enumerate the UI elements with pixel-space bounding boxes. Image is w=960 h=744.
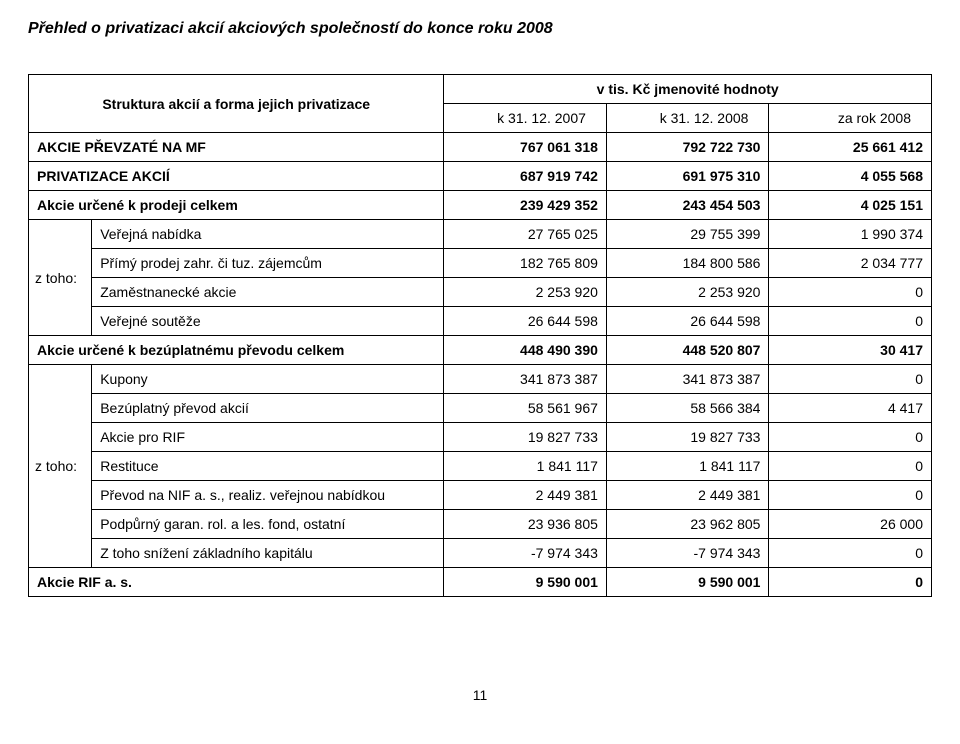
row-label: Restituce [92, 452, 444, 481]
table-row: Bezúplatný převod akcií 58 561 967 58 56… [29, 394, 932, 423]
table-row: Podpůrný garan. rol. a les. fond, ostatn… [29, 510, 932, 539]
row-value: 4 025 151 [769, 191, 932, 220]
row-value: 691 975 310 [606, 162, 769, 191]
header-row-label: Struktura akcií a forma jejich privatiza… [29, 75, 444, 133]
header-col3: za rok 2008 [769, 104, 932, 133]
row-value: 0 [769, 307, 932, 336]
row-value: 0 [769, 539, 932, 568]
table-row: Z toho snížení základního kapitálu -7 97… [29, 539, 932, 568]
row-label: Z toho snížení základního kapitálu [92, 539, 444, 568]
row-value: -7 974 343 [444, 539, 607, 568]
row-label: AKCIE PŘEVZATÉ NA MF [29, 133, 444, 162]
row-value: 30 417 [769, 336, 932, 365]
row-label: Akcie určené k bezúplatnému převodu celk… [29, 336, 444, 365]
page-number: 11 [28, 687, 932, 703]
table-row: Zaměstnanecké akcie 2 253 920 2 253 920 … [29, 278, 932, 307]
row-label: Akcie určené k prodeji celkem [29, 191, 444, 220]
row-value: 9 590 001 [444, 568, 607, 597]
table-row: Akcie určené k prodeji celkem 239 429 35… [29, 191, 932, 220]
table-header-row: Struktura akcií a forma jejich privatiza… [29, 75, 932, 104]
table-row: z toho: Kupony 341 873 387 341 873 387 0 [29, 365, 932, 394]
row-value: 687 919 742 [444, 162, 607, 191]
table-row: Akcie RIF a. s. 9 590 001 9 590 001 0 [29, 568, 932, 597]
row-value: 25 661 412 [769, 133, 932, 162]
row-value: 182 765 809 [444, 249, 607, 278]
row-value: 29 755 399 [606, 220, 769, 249]
row-value: 239 429 352 [444, 191, 607, 220]
privatization-table: Struktura akcií a forma jejich privatiza… [28, 74, 932, 597]
group-label: z toho: [29, 365, 92, 568]
row-value: 0 [769, 423, 932, 452]
row-value: 4 055 568 [769, 162, 932, 191]
row-value: 27 765 025 [444, 220, 607, 249]
row-value: 1 841 117 [606, 452, 769, 481]
row-value: 2 449 381 [444, 481, 607, 510]
row-label: PRIVATIZACE AKCIÍ [29, 162, 444, 191]
table-row: Přímý prodej zahr. či tuz. zájemcům 182 … [29, 249, 932, 278]
row-value: 341 873 387 [444, 365, 607, 394]
row-value: 448 520 807 [606, 336, 769, 365]
row-label: Přímý prodej zahr. či tuz. zájemcům [92, 249, 444, 278]
table-row: Převod na NIF a. s., realiz. veřejnou na… [29, 481, 932, 510]
row-value: 2 253 920 [444, 278, 607, 307]
table-row: Akcie pro RIF 19 827 733 19 827 733 0 [29, 423, 932, 452]
row-value: 2 034 777 [769, 249, 932, 278]
row-value: 9 590 001 [606, 568, 769, 597]
row-value: 767 061 318 [444, 133, 607, 162]
row-label: Akcie pro RIF [92, 423, 444, 452]
row-value: 23 936 805 [444, 510, 607, 539]
header-col2: k 31. 12. 2008 [606, 104, 769, 133]
page-title: Přehled o privatizaci akcií akciových sp… [28, 20, 932, 38]
row-label: Podpůrný garan. rol. a les. fond, ostatn… [92, 510, 444, 539]
row-value: 58 566 384 [606, 394, 769, 423]
row-value: 26 644 598 [606, 307, 769, 336]
row-value: 448 490 390 [444, 336, 607, 365]
row-value: 0 [769, 452, 932, 481]
row-value: -7 974 343 [606, 539, 769, 568]
row-value: 19 827 733 [444, 423, 607, 452]
row-label: Akcie RIF a. s. [29, 568, 444, 597]
row-value: 23 962 805 [606, 510, 769, 539]
header-col1: k 31. 12. 2007 [444, 104, 607, 133]
row-label: Převod na NIF a. s., realiz. veřejnou na… [92, 481, 444, 510]
table-row: Restituce 1 841 117 1 841 117 0 [29, 452, 932, 481]
row-value: 792 722 730 [606, 133, 769, 162]
row-value: 1 990 374 [769, 220, 932, 249]
row-label: Kupony [92, 365, 444, 394]
row-value: 184 800 586 [606, 249, 769, 278]
row-value: 26 644 598 [444, 307, 607, 336]
row-value: 243 454 503 [606, 191, 769, 220]
row-value: 341 873 387 [606, 365, 769, 394]
row-value: 2 449 381 [606, 481, 769, 510]
row-label: Zaměstnanecké akcie [92, 278, 444, 307]
table-row: PRIVATIZACE AKCIÍ 687 919 742 691 975 31… [29, 162, 932, 191]
table-row: z toho: Veřejná nabídka 27 765 025 29 75… [29, 220, 932, 249]
row-value: 4 417 [769, 394, 932, 423]
header-super: v tis. Kč jmenovité hodnoty [444, 75, 932, 104]
row-value: 0 [769, 365, 932, 394]
row-value: 0 [769, 481, 932, 510]
table-row: Veřejné soutěže 26 644 598 26 644 598 0 [29, 307, 932, 336]
row-value: 58 561 967 [444, 394, 607, 423]
row-label: Veřejná nabídka [92, 220, 444, 249]
table-row: AKCIE PŘEVZATÉ NA MF 767 061 318 792 722… [29, 133, 932, 162]
row-value: 0 [769, 278, 932, 307]
row-label: Bezúplatný převod akcií [92, 394, 444, 423]
row-value: 1 841 117 [444, 452, 607, 481]
row-value: 2 253 920 [606, 278, 769, 307]
group-label: z toho: [29, 220, 92, 336]
row-value: 19 827 733 [606, 423, 769, 452]
row-value: 0 [769, 568, 932, 597]
row-label: Veřejné soutěže [92, 307, 444, 336]
table-row: Akcie určené k bezúplatnému převodu celk… [29, 336, 932, 365]
row-value: 26 000 [769, 510, 932, 539]
